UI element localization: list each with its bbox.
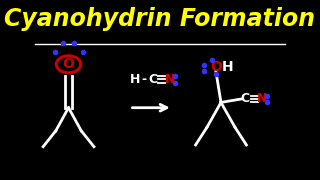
Text: N: N xyxy=(164,73,175,86)
Text: H: H xyxy=(129,73,140,86)
Text: N: N xyxy=(257,92,268,105)
Text: O: O xyxy=(210,60,222,74)
Text: -: - xyxy=(142,73,147,86)
Text: C: C xyxy=(148,73,157,86)
Text: Cyanohydrin Formation: Cyanohydrin Formation xyxy=(4,7,316,31)
Text: H: H xyxy=(221,60,233,74)
Text: C: C xyxy=(241,92,250,105)
Text: O: O xyxy=(63,57,75,71)
